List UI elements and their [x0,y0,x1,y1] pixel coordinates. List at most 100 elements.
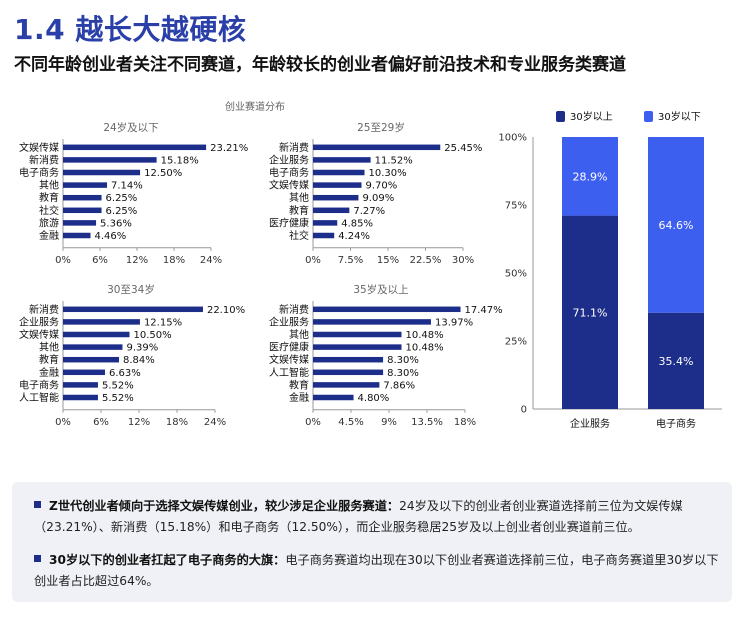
panel-subtitle: 25至29岁 [357,121,405,134]
legend-label: 30岁以上 [570,110,613,123]
x-tick-label: 0% [305,255,321,266]
bar [63,369,105,376]
y-tick-label: 100% [498,133,527,144]
x-tick-label: 0% [55,417,71,428]
y-tick-label: 75% [505,201,527,212]
data-label: 9.09% [362,193,394,204]
bar [63,220,97,226]
data-label: 8.84% [123,355,155,366]
category-label: 企业服务 [19,315,59,328]
category-label: 社交 [39,204,59,217]
bar [63,382,98,388]
x-tick-label: 4.5% [338,417,363,428]
y-tick-label: 50% [505,269,527,280]
data-label: 12.50% [144,168,182,179]
data-label: 4.24% [338,231,370,242]
bar [313,157,371,163]
category-label: 旅游 [39,216,59,229]
panel-subtitle: 30至34岁 [107,283,155,296]
category-label: 电子商务 [269,166,309,179]
category-label: 企业服务 [269,153,309,166]
category-label: 电子商务 [656,417,696,430]
bar [313,382,380,388]
category-label: 金融 [39,366,59,379]
stacked-bar-segment [562,137,618,216]
category-label: 文娱传媒 [269,179,309,192]
stacked-bar-segment [562,215,618,409]
category-label: 电子商务 [19,378,59,391]
data-label: 9.70% [366,181,398,192]
bar [313,331,402,338]
summary-1-bold: Z世代创业者倾向于选择文娱传媒创业，较少涉足企业服务赛道： [49,499,400,513]
x-tick-label: 9% [381,417,397,428]
data-label: 5.52% [102,393,134,404]
category-label: 其他 [39,341,59,354]
x-tick-label: 12% [128,417,150,428]
x-tick-label: 6% [92,255,108,266]
bar [63,169,141,176]
category-label: 金融 [39,229,59,242]
bullet-square-icon [34,501,41,508]
segment-label: 35.4% [659,355,694,368]
page-subtitle: 不同年龄创业者关注不同赛道，年龄较长的创业者偏好前沿技术和专业服务类赛道 [14,55,626,75]
data-label: 7.86% [383,380,415,391]
bar [63,157,157,163]
category-label: 电子商务 [19,166,59,179]
data-label: 6.25% [106,206,138,217]
y-tick-label: 25% [505,337,527,348]
bullet-square-icon [34,555,41,562]
data-label: 15.18% [161,155,199,166]
category-label: 社交 [289,229,309,242]
bar [63,232,91,239]
category-label: 新消费 [29,303,59,316]
page-title: 1.4 越长大越硬核 [14,13,247,46]
data-label: 22.10% [207,305,245,316]
summary-bullet-1: Z世代创业者倾向于选择文娱传媒创业，较少涉足企业服务赛道：24岁及以下的创业者创… [34,496,724,538]
category-label: 金融 [289,391,309,404]
category-label: 文娱传媒 [19,141,59,154]
category-label: 企业服务 [570,417,610,430]
bar [63,207,102,214]
bar [63,356,119,363]
data-label: 6.25% [106,193,138,204]
bar [63,331,130,338]
category-label: 其他 [289,191,309,204]
bar [313,144,441,151]
x-tick-label: 0% [305,417,321,428]
bar [63,144,207,151]
data-label: 23.21% [210,143,248,154]
summary-1-text: 24岁及以下的创业者创业赛道选择前三位为文娱传媒（23.21%）、新消费（15.… [34,499,683,534]
category-label: 医疗健康 [269,216,309,229]
data-label: 8.30% [387,368,419,379]
bar [313,306,461,313]
legend-label: 30岁以下 [658,110,701,123]
data-label: 13.97% [435,317,473,328]
segment-label: 64.6% [659,219,694,232]
bar [63,344,123,350]
segment-label: 71.1% [573,306,608,319]
bar [313,394,354,401]
x-tick-label: 0% [55,255,71,266]
bar [313,169,365,176]
category-label: 新消费 [279,141,309,154]
bar [63,306,203,313]
category-label: 其他 [289,328,309,341]
chart-group-title: 创业赛道分布 [225,102,285,113]
data-label: 4.80% [358,393,390,404]
data-label: 10.30% [369,168,407,179]
panel-subtitle: 35岁及以上 [353,283,408,296]
category-label: 新消费 [279,303,309,316]
data-label: 5.52% [102,380,134,391]
bar [313,182,362,188]
bar [63,194,102,201]
panel-subtitle: 24岁及以下 [103,121,158,134]
category-label: 教育 [289,204,309,217]
category-label: 人工智能 [19,391,59,404]
category-label: 企业服务 [269,315,309,328]
data-label: 12.15% [144,317,182,328]
legend-swatch [644,111,653,122]
category-label: 教育 [39,191,59,204]
bar [313,220,338,226]
x-tick-label: 24% [200,255,222,266]
